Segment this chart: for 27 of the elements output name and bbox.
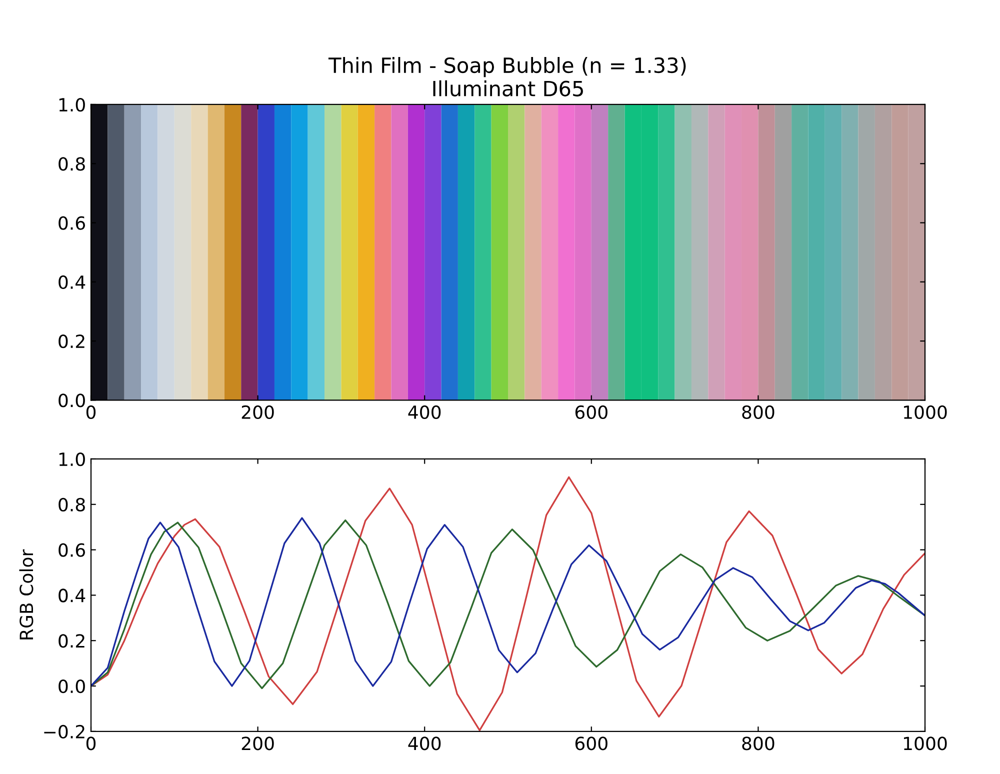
y-tick-label: 0.0 [58, 394, 85, 408]
x-tick-label: 1000 [904, 405, 947, 419]
y-tick-label: 0.8 [58, 498, 85, 512]
x-tick-label: 400 [408, 405, 441, 419]
y-axis-title: RGB Color [19, 549, 34, 640]
y-tick-label: 0.2 [58, 334, 84, 348]
y-tick-label: 0.6 [58, 216, 86, 230]
y-tick-label: 0.4 [58, 588, 86, 602]
y-tick-label: 0.6 [58, 543, 86, 557]
x-tick-label: 600 [575, 405, 608, 419]
chart-title: Thin Film - Soap Bubble (n = 1.33) Illuminant D65 [328, 57, 686, 96]
y-tick-label: 0.0 [58, 679, 85, 694]
y-tick-label: 1.0 [59, 98, 85, 112]
y-tick-label: 1.0 [59, 452, 85, 466]
x-tick-label: 200 [242, 405, 274, 419]
x-tick-label: 600 [575, 736, 608, 750]
x-tick-label: 1000 [904, 736, 947, 750]
y-tick-label: −0.2 [44, 724, 84, 739]
x-tick-label: 400 [408, 736, 441, 750]
y-tick-label: 0.4 [58, 275, 86, 290]
y-tick-label: 0.8 [58, 157, 85, 171]
x-tick-label: 200 [242, 736, 274, 750]
x-tick-label: 800 [742, 405, 774, 419]
x-tick-label: 0 [86, 405, 96, 419]
x-tick-label: 800 [742, 736, 774, 750]
x-tick-label: 0 [86, 736, 96, 750]
y-tick-label: 0.2 [58, 634, 84, 648]
